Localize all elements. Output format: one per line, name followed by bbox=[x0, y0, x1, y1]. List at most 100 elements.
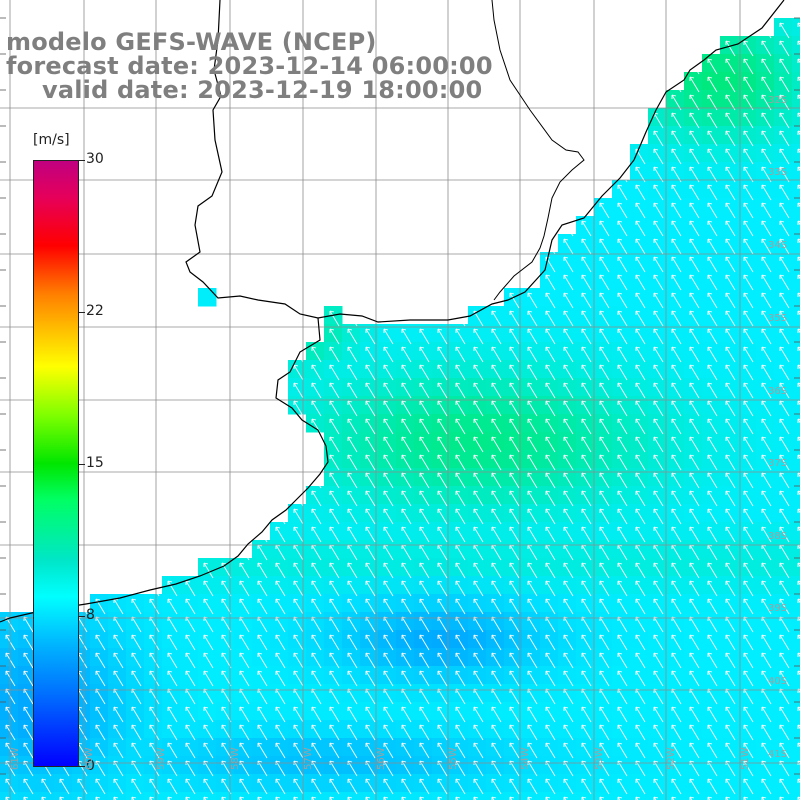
wind-speed-cell bbox=[306, 792, 325, 800]
wind-arrow bbox=[689, 526, 700, 543]
wind-arrow bbox=[491, 418, 502, 435]
wind-arrow bbox=[473, 670, 484, 687]
wind-speed-cell bbox=[792, 432, 800, 451]
wind-speed-cell bbox=[720, 90, 739, 109]
wind-speed-cell bbox=[774, 126, 793, 145]
wind-arrow bbox=[779, 364, 790, 381]
wind-arrow bbox=[761, 202, 772, 219]
wind-arrow bbox=[689, 382, 700, 399]
wind-arrow bbox=[293, 670, 304, 687]
wind-arrow bbox=[671, 166, 682, 183]
wind-speed-cell bbox=[684, 342, 703, 361]
wind-arrow bbox=[635, 238, 646, 255]
wind-speed-cell bbox=[630, 234, 649, 253]
wind-arrow bbox=[563, 346, 574, 363]
wind-speed-cell bbox=[450, 648, 469, 667]
wind-arrow bbox=[563, 634, 574, 651]
wind-arrow bbox=[131, 724, 142, 741]
wind-arrow bbox=[329, 580, 340, 597]
wind-speed-cell bbox=[180, 612, 199, 631]
wind-speed-cell bbox=[504, 324, 523, 343]
wind-speed-cell bbox=[414, 378, 433, 397]
wind-speed-cell bbox=[738, 720, 757, 739]
wind-speed-cell bbox=[756, 90, 775, 109]
wind-arrow bbox=[545, 598, 556, 615]
wind-speed-cell bbox=[324, 360, 343, 379]
colorbar-tick-mark bbox=[79, 464, 85, 465]
wind-speed-cell bbox=[720, 594, 739, 613]
wind-speed-cell bbox=[558, 666, 577, 685]
wind-arrow bbox=[383, 382, 394, 399]
wind-speed-cell bbox=[702, 180, 721, 199]
wind-speed-cell bbox=[720, 306, 739, 325]
wind-speed-cell bbox=[558, 630, 577, 649]
wind-speed-cell bbox=[324, 432, 343, 451]
wind-arrow bbox=[779, 778, 790, 795]
wind-arrow bbox=[581, 220, 592, 237]
wind-speed-cell bbox=[468, 738, 487, 757]
wind-speed-cell bbox=[468, 684, 487, 703]
wind-speed-cell bbox=[486, 558, 505, 577]
wind-speed-cell bbox=[666, 648, 685, 667]
wind-arrow bbox=[761, 418, 772, 435]
wind-speed-cell bbox=[522, 396, 541, 415]
wind-arrow bbox=[311, 652, 322, 669]
wind-speed-cell bbox=[288, 396, 307, 415]
wind-arrow bbox=[581, 598, 592, 615]
wind-arrow bbox=[203, 742, 214, 759]
wind-arrow bbox=[635, 742, 646, 759]
wind-speed-cell bbox=[396, 594, 415, 613]
wind-speed-cell bbox=[702, 432, 721, 451]
wind-speed-cell bbox=[612, 180, 631, 199]
wind-speed-cell bbox=[756, 108, 775, 127]
wind-arrow bbox=[275, 580, 286, 597]
wind-arrow bbox=[401, 418, 412, 435]
wind-speed-cell bbox=[612, 522, 631, 541]
wind-arrow bbox=[635, 328, 646, 345]
wind-speed-cell bbox=[738, 450, 757, 469]
wind-arrow bbox=[221, 580, 232, 597]
wind-arrow bbox=[347, 598, 358, 615]
wind-speed-cell bbox=[702, 270, 721, 289]
wind-speed-cell bbox=[612, 216, 631, 235]
wind-arrow bbox=[635, 436, 646, 453]
wind-speed-cell bbox=[486, 630, 505, 649]
wind-arrow bbox=[779, 166, 790, 183]
wind-speed-cell bbox=[756, 180, 775, 199]
wind-arrow bbox=[761, 490, 772, 507]
wind-arrow bbox=[653, 184, 664, 201]
wind-speed-cell bbox=[648, 558, 667, 577]
wind-speed-cell bbox=[774, 288, 793, 307]
wind-arrow bbox=[653, 364, 664, 381]
wind-arrow bbox=[383, 328, 394, 345]
wind-arrow bbox=[545, 580, 556, 597]
wind-arrow bbox=[329, 634, 340, 651]
wind-speed-cell bbox=[522, 486, 541, 505]
wind-speed-cell bbox=[414, 432, 433, 451]
wind-arrow bbox=[509, 724, 520, 741]
wind-arrow bbox=[545, 418, 556, 435]
wind-arrow bbox=[383, 742, 394, 759]
wind-arrow bbox=[509, 292, 520, 309]
wind-arrow bbox=[689, 292, 700, 309]
wind-arrow bbox=[419, 580, 430, 597]
wind-speed-cell bbox=[486, 396, 505, 415]
wind-speed-cell bbox=[594, 234, 613, 253]
wind-speed-cell bbox=[288, 666, 307, 685]
wind-speed-cell bbox=[792, 684, 800, 703]
wind-speed-cell bbox=[468, 774, 487, 793]
wind-arrow bbox=[437, 580, 448, 597]
wind-speed-cell bbox=[360, 774, 379, 793]
wind-speed-cell bbox=[648, 468, 667, 487]
wind-arrow bbox=[113, 652, 124, 669]
wind-arrow bbox=[491, 436, 502, 453]
wind-arrow bbox=[527, 454, 538, 471]
wind-arrow bbox=[707, 400, 718, 417]
wind-speed-cell bbox=[774, 630, 793, 649]
wind-speed-cell bbox=[612, 792, 631, 800]
wind-arrow bbox=[743, 202, 754, 219]
wind-speed-cell bbox=[738, 180, 757, 199]
wind-speed-cell bbox=[396, 522, 415, 541]
wind-speed-cell bbox=[90, 738, 109, 757]
